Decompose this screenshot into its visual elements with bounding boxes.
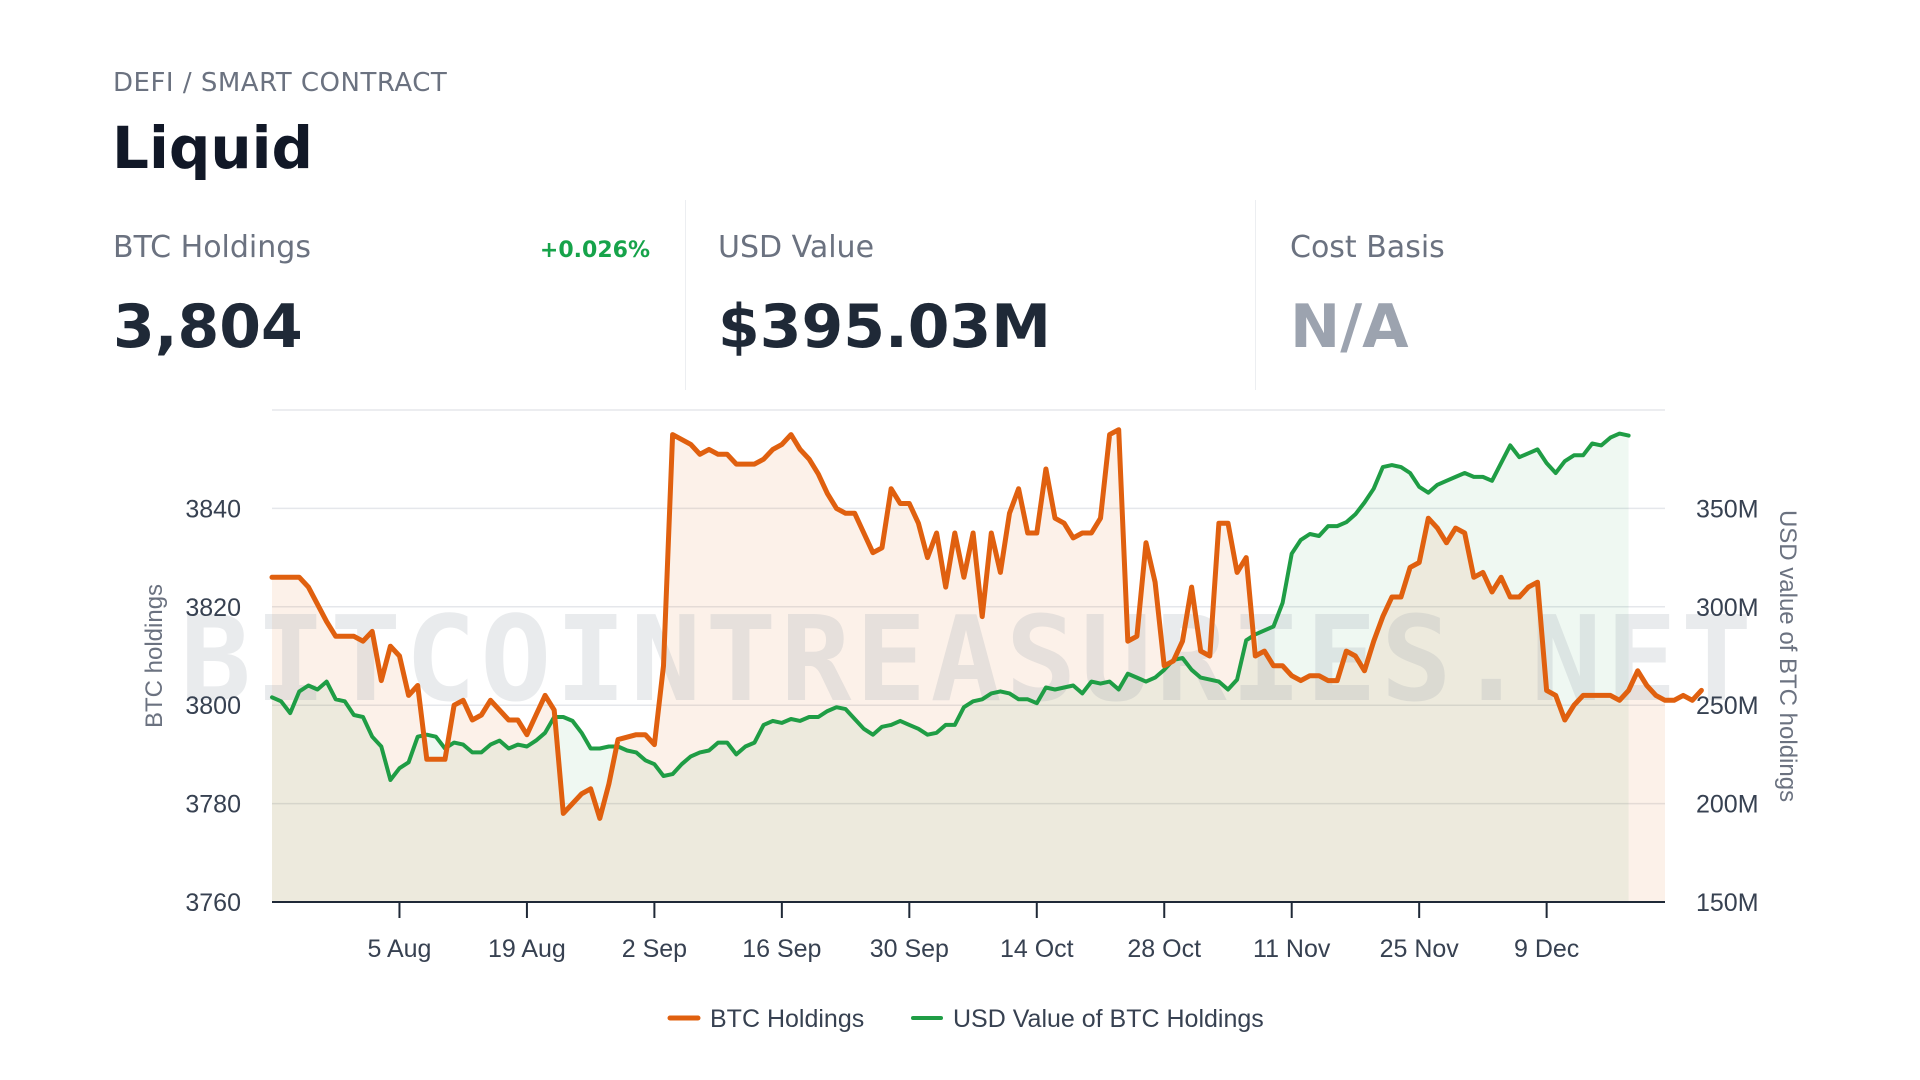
y-right-tick-label: 200M bbox=[1696, 791, 1759, 819]
stat-label: BTC Holdings bbox=[113, 230, 311, 265]
watermark-text: BITCOINTREASURIES.NET bbox=[180, 590, 1756, 728]
page-title: Liquid bbox=[112, 114, 314, 182]
x-tick-label: 9 Dec bbox=[1514, 935, 1579, 963]
x-tick-label: 30 Sep bbox=[870, 935, 949, 963]
x-tick-label: 16 Sep bbox=[742, 935, 821, 963]
y-left-tick-label: 3760 bbox=[185, 889, 241, 917]
y-right-tick-label: 250M bbox=[1696, 692, 1759, 720]
stat-divider bbox=[685, 200, 686, 390]
btc-series-line bbox=[269, 427, 1704, 821]
x-tick-label: 19 Aug bbox=[488, 935, 566, 963]
stat-divider bbox=[1255, 200, 1256, 390]
stat-label: USD Value bbox=[718, 230, 875, 265]
stat-value: N/A bbox=[1290, 292, 1409, 362]
x-tick-label: 11 Nov bbox=[1253, 935, 1331, 963]
stat-value: 3,804 bbox=[113, 292, 303, 362]
legend-usd-label: USD Value of BTC Holdings bbox=[953, 1005, 1264, 1033]
y-right-axis-title: USD value of BTC holdings bbox=[1774, 510, 1801, 802]
chart-legend: BTC Holdings USD Value of BTC Holdings bbox=[667, 1005, 1264, 1033]
y-right-tick-label: 300M bbox=[1696, 594, 1759, 622]
change-badge: +0.026% bbox=[539, 238, 650, 263]
x-tick-label: 28 Oct bbox=[1127, 935, 1201, 963]
y-left-tick-label: 3780 bbox=[185, 791, 241, 819]
stat-value: $395.03M bbox=[718, 292, 1051, 362]
legend-btc-label: BTC Holdings bbox=[710, 1005, 864, 1033]
category-label: DEFI / SMART CONTRACT bbox=[113, 68, 448, 98]
stat-label: Cost Basis bbox=[1290, 230, 1445, 265]
stat-usd-value: USD Value $395.03M bbox=[718, 200, 1218, 390]
y-left-tick-label: 3820 bbox=[185, 594, 241, 622]
y-left-tick-label: 3840 bbox=[185, 495, 241, 523]
y-right-tick-label: 150M bbox=[1696, 889, 1759, 917]
stat-cost-basis: Cost Basis N/A bbox=[1290, 200, 1790, 390]
x-tick-label: 25 Nov bbox=[1380, 935, 1460, 963]
x-tick-label: 5 Aug bbox=[367, 935, 431, 963]
y-right-tick-label: 350M bbox=[1696, 495, 1759, 523]
btc-series-area bbox=[272, 429, 1665, 902]
stat-btc-holdings: BTC Holdings +0.026% 3,804 bbox=[113, 200, 650, 390]
x-tick-label: 2 Sep bbox=[622, 935, 687, 963]
usd-series-line bbox=[270, 431, 1631, 782]
y-left-tick-label: 3800 bbox=[185, 692, 241, 720]
y-left-axis-title: BTC holdings bbox=[141, 584, 168, 728]
x-tick-label: 14 Oct bbox=[1000, 935, 1074, 963]
